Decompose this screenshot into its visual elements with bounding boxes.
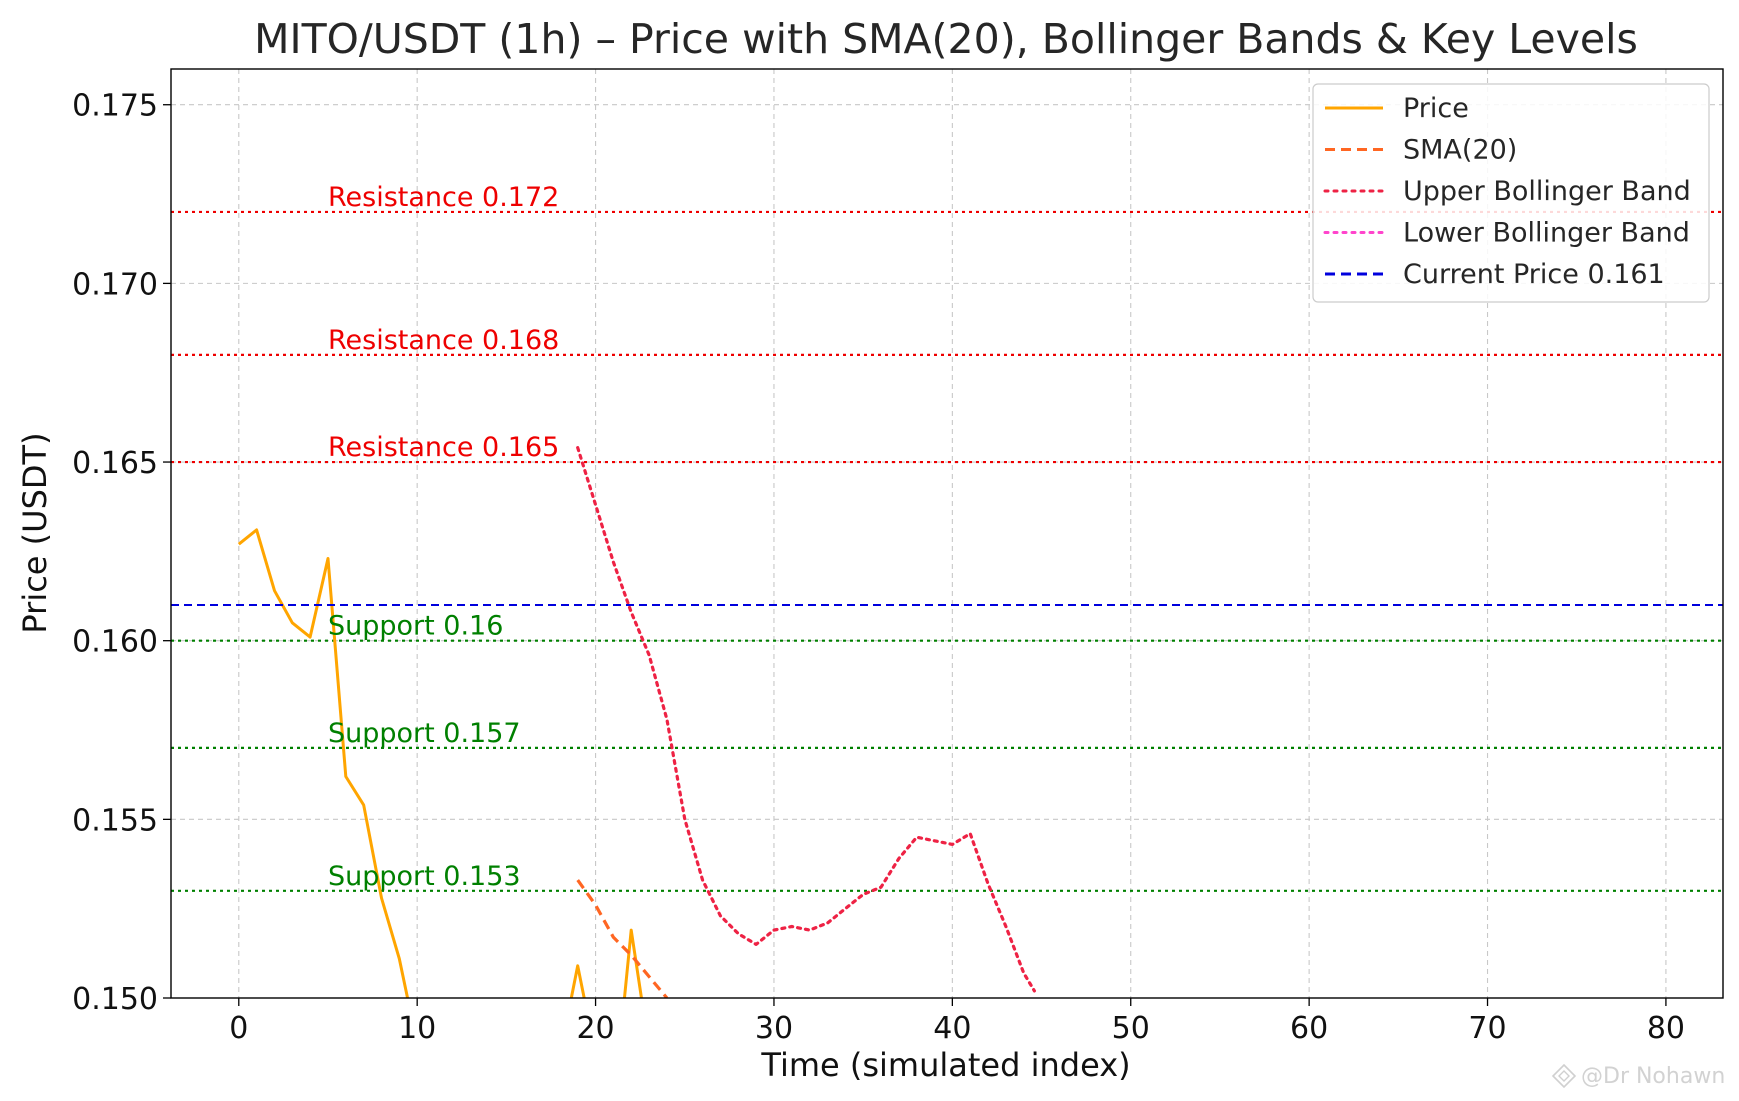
y-tick-label: 0.175	[72, 89, 158, 124]
watermark-text: @Dr Nohawn	[1581, 1064, 1725, 1089]
y-tick-label: 0.155	[72, 803, 158, 838]
plot-frame	[170, 68, 1724, 999]
key-level-labels: Resistance 0.172 Resistance 0.168 Resistan…	[328, 182, 559, 892]
legend-label: Upper Bollinger Band	[1403, 176, 1691, 207]
y-axis-ticks: 0.150 0.155 0.160 0.165 0.170 0.175	[72, 89, 171, 1017]
series-line-0	[237, 528, 643, 998]
x-tick-label: 80	[1647, 1011, 1685, 1046]
legend: Price SMA(20) Upper Bollinger Band Lower Bo…	[1312, 83, 1710, 303]
key-level-label: Support 0.153	[328, 861, 521, 892]
x-tick-label: 30	[755, 1011, 793, 1046]
x-tick-label: 10	[398, 1011, 436, 1046]
y-axis-label: Price (USDT)	[16, 432, 54, 633]
x-axis-ticks: 0 10 20 30 40 50 60 70 80	[229, 998, 1685, 1046]
x-tick-label: 0	[229, 1011, 248, 1046]
legend-label: Current Price 0.161	[1403, 259, 1665, 290]
x-tick-label: 20	[576, 1011, 614, 1046]
key-level-label: Support 0.16	[328, 611, 503, 642]
legend-box	[1312, 83, 1710, 303]
x-axis-label: Time (simulated index)	[760, 1046, 1130, 1084]
series-line-1	[576, 879, 669, 998]
key-level-label: Resistance 0.165	[328, 432, 559, 463]
x-tick-label: 50	[1112, 1011, 1150, 1046]
key-level-label: Resistance 0.168	[328, 325, 559, 356]
watermark: @Dr Nohawn	[1551, 1063, 1725, 1089]
y-tick-label: 0.160	[72, 625, 158, 660]
y-tick-label: 0.165	[72, 446, 158, 481]
y-tick-label: 0.150	[72, 982, 158, 1017]
x-tick-label: 60	[1290, 1011, 1328, 1046]
y-tick-label: 0.170	[72, 267, 158, 302]
key-level-label: Support 0.157	[328, 718, 521, 749]
legend-label: Lower Bollinger Band	[1403, 218, 1690, 249]
legend-label: Price	[1403, 93, 1469, 124]
x-tick-label: 70	[1468, 1011, 1506, 1046]
diamond-logo-icon	[1551, 1063, 1577, 1089]
series-line-2	[576, 446, 1037, 993]
legend-label: SMA(20)	[1403, 135, 1517, 166]
chart-title: MITO/USDT (1h) – Price with SMA(20), Bol…	[254, 15, 1638, 63]
key-level-label: Resistance 0.172	[328, 182, 559, 213]
data-series	[171, 446, 1723, 998]
x-tick-label: 40	[933, 1011, 971, 1046]
